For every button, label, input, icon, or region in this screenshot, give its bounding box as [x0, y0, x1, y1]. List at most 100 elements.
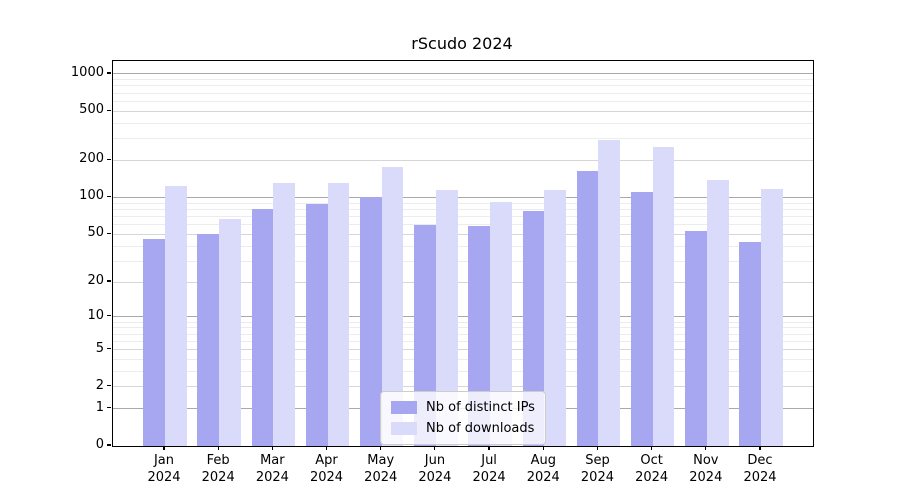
gridline-90	[113, 202, 813, 204]
bar-distinct-ips-may	[360, 197, 382, 446]
gridline-500	[113, 110, 813, 112]
y-tick-mark-5	[107, 347, 111, 350]
gridline-70	[113, 215, 813, 217]
x-tick-mark-nov	[705, 446, 707, 450]
bar-downloads-dec	[761, 189, 783, 446]
gridline-40	[113, 245, 813, 247]
x-tick-mark-feb	[217, 446, 219, 450]
gridline-50	[113, 233, 813, 235]
y-tick-label-20: 20	[87, 273, 104, 289]
gridline-400	[113, 122, 813, 124]
y-tick-label-100: 100	[79, 188, 104, 204]
x-tick-label-apr: Apr 2024	[309, 453, 344, 485]
legend-label-distinct-ips: Nb of distinct IPs	[426, 400, 535, 415]
x-tick-mark-sep	[596, 446, 599, 450]
x-tick-mark-apr	[325, 446, 328, 450]
x-tick-mark-may	[380, 446, 382, 450]
y-tick-label-0: 0	[95, 437, 104, 452]
y-tick-label-1000: 1000	[70, 64, 104, 80]
legend-item-distinct-ips: Nb of distinct IPs	[387, 397, 537, 418]
y-tick-label-200: 200	[79, 151, 104, 167]
bar-downloads-jun	[435, 189, 458, 446]
y-tick-mark-200	[107, 158, 111, 160]
bar-downloads-nov	[706, 179, 729, 446]
bar-distinct-ips-aug	[522, 211, 545, 446]
bar-downloads-oct	[652, 146, 675, 446]
x-tick-label-sep: Sep 2024	[580, 453, 614, 485]
y-tick-label-2: 2	[95, 377, 104, 393]
y-tick-mark-20	[107, 280, 111, 282]
x-tick-mark-jan	[163, 446, 165, 450]
gridline-200	[113, 159, 813, 161]
bar-distinct-ips-jun	[414, 224, 436, 446]
gridline-7	[113, 333, 813, 335]
legend-label-downloads: Nb of downloads	[426, 421, 535, 436]
gridline-6	[113, 340, 813, 342]
y-tick-mark-10	[107, 315, 111, 317]
bar-downloads-may	[381, 166, 404, 446]
gridline-3	[113, 370, 813, 372]
x-tick-mark-jun	[434, 446, 436, 450]
bar-distinct-ips-oct	[630, 192, 653, 446]
y-tick-label-50: 50	[87, 225, 104, 241]
bar-distinct-ips-feb	[197, 234, 220, 446]
gridline-800	[113, 85, 813, 87]
gridline-10	[113, 316, 813, 318]
x-tick-label-may: May 2024	[364, 453, 398, 485]
gridline-9	[113, 321, 813, 323]
y-tick-mark-2	[107, 385, 111, 387]
bar-downloads-feb	[219, 218, 241, 446]
y-tick-label-1: 1	[95, 399, 104, 415]
gridline-300	[113, 138, 813, 140]
plot-area	[112, 60, 814, 447]
x-tick-label-dec: Dec 2024	[743, 453, 777, 485]
y-tick-mark-100	[107, 195, 111, 198]
x-tick-mark-aug	[542, 446, 544, 450]
bar-distinct-ips-apr	[305, 203, 328, 446]
gridline-30	[113, 260, 813, 262]
bar-downloads-jan	[165, 185, 187, 446]
bar-distinct-ips-sep	[576, 170, 599, 446]
gridline-20	[113, 281, 813, 283]
gridline-2	[113, 386, 813, 388]
x-tick-mark-oct	[651, 446, 653, 450]
x-tick-mark-jul	[488, 446, 490, 450]
x-tick-label-nov: Nov 2024	[689, 453, 723, 485]
legend-swatch-distinct-ips	[391, 401, 417, 414]
y-tick-mark-500	[107, 109, 111, 111]
y-tick-label-500: 500	[79, 102, 104, 118]
x-tick-mark-dec	[759, 446, 761, 450]
bar-downloads-apr	[327, 183, 350, 446]
x-tick-label-jun: Jun 2024	[418, 453, 452, 485]
bar-distinct-ips-nov	[685, 231, 707, 446]
gridline-700	[113, 92, 813, 94]
x-tick-label-oct: Oct 2024	[635, 453, 669, 485]
gridline-600	[113, 100, 813, 102]
gridline-900	[113, 79, 813, 81]
legend-item-downloads: Nb of downloads	[387, 418, 537, 439]
legend-swatch-downloads	[391, 422, 417, 435]
gridline-4	[113, 358, 813, 360]
bar-distinct-ips-jan	[143, 238, 165, 446]
x-tick-label-aug: Aug 2024	[526, 453, 560, 485]
x-tick-label-feb: Feb 2024	[201, 453, 235, 485]
bar-downloads-aug	[544, 189, 566, 446]
y-tick-mark-0	[107, 444, 111, 446]
y-tick-mark-1	[107, 407, 111, 409]
gridline-8	[113, 327, 813, 329]
bar-downloads-sep	[598, 140, 621, 446]
gridline-1000	[113, 73, 813, 75]
x-tick-mark-mar	[271, 446, 273, 450]
bar-downloads-jul	[490, 201, 512, 446]
gridline-80	[113, 208, 813, 210]
legend: Nb of distinct IPs Nb of downloads	[380, 391, 546, 445]
gridline-5	[113, 349, 813, 350]
x-tick-label-jul: Jul 2024	[472, 453, 506, 485]
y-tick-label-5: 5	[95, 340, 104, 356]
bar-distinct-ips-mar	[251, 209, 274, 446]
y-tick-mark-50	[107, 232, 111, 234]
bar-downloads-mar	[273, 183, 296, 446]
gridline-60	[113, 224, 813, 226]
gridline-100	[113, 196, 813, 198]
